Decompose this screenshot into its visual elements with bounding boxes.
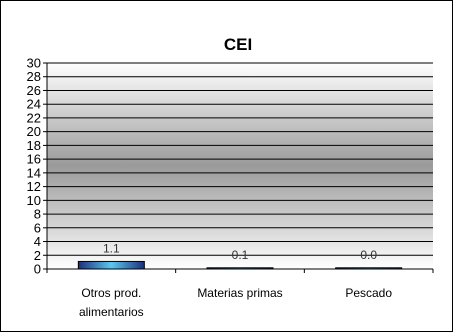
y-tick-label: 24 <box>27 97 41 112</box>
x-category-label: alimentarios <box>79 305 144 319</box>
y-tick-label: 20 <box>27 124 41 139</box>
y-tick-label: 28 <box>27 69 41 84</box>
x-category-label: Materias primas <box>197 286 282 300</box>
y-tick-label: 6 <box>34 220 41 235</box>
y-tick-label: 0 <box>34 262 41 277</box>
y-tick-label: 10 <box>27 193 41 208</box>
y-tick-label: 2 <box>34 248 41 263</box>
data-labels: 1.1 0.1 0.0 <box>103 241 377 262</box>
x-category-label: Otros prod. <box>81 286 141 300</box>
chart-title: CEI <box>224 35 252 54</box>
plot-area <box>47 63 433 269</box>
x-axis-categories: Otros prod. alimentarios Materias primas Pe… <box>46 269 434 319</box>
y-tick-label: 14 <box>27 165 41 180</box>
data-label: 1.1 <box>103 241 120 255</box>
y-tick-label: 4 <box>34 234 41 249</box>
y-tick-label: 12 <box>27 179 41 194</box>
bar <box>77 260 145 270</box>
y-tick-label: 18 <box>27 138 41 153</box>
gridlines <box>47 62 433 256</box>
y-tick-label: 8 <box>34 207 41 222</box>
data-label: 0.0 <box>360 248 377 262</box>
data-label: 0.1 <box>232 248 249 262</box>
y-tick-label: 22 <box>27 110 41 125</box>
x-category-label: Pescado <box>345 286 392 300</box>
y-tick-label: 30 <box>27 56 41 71</box>
y-tick-label: 26 <box>27 83 41 98</box>
y-tick-label: 16 <box>27 152 41 167</box>
